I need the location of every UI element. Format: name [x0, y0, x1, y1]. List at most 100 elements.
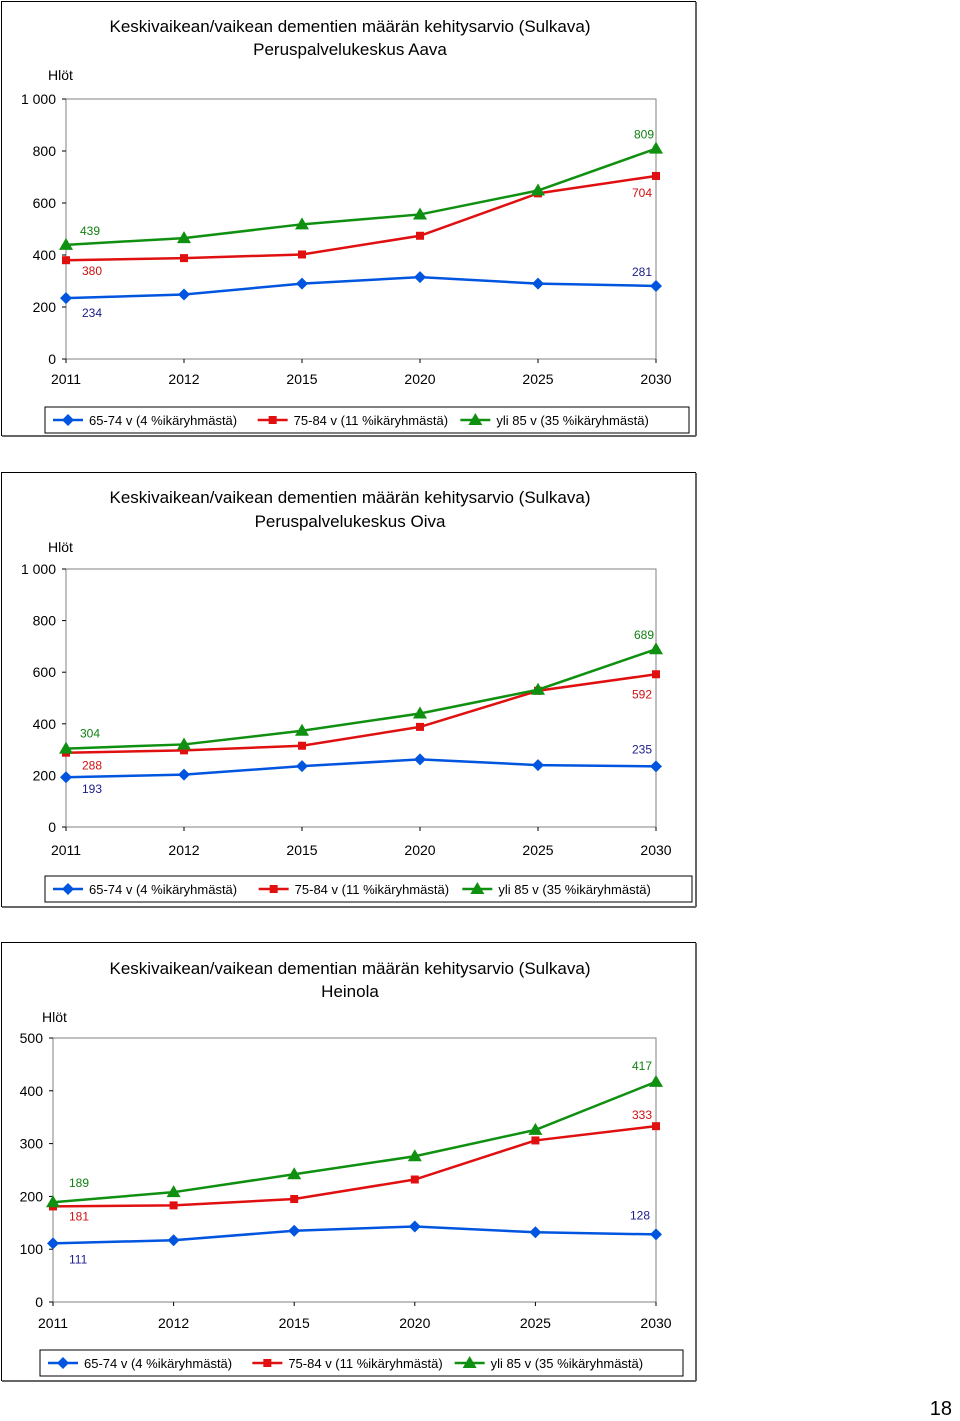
- y-tick-label: 600: [33, 664, 57, 680]
- data-point-series-1: [532, 277, 544, 290]
- data-point-series-2: [416, 231, 424, 240]
- y-tick-label: 200: [20, 1188, 44, 1204]
- y-tick-label: 1 000: [21, 91, 56, 107]
- data-point-series-2: [410, 1175, 419, 1184]
- data-point-series-1: [408, 1220, 421, 1233]
- data-label: 111: [69, 1252, 88, 1266]
- data-point-series-2: [180, 254, 188, 263]
- data-label: 288: [82, 759, 102, 773]
- data-point-series-3: [413, 706, 427, 719]
- x-tick-label: 2015: [279, 1315, 310, 1331]
- data-point-series-2: [298, 741, 306, 750]
- data-point-series-3: [295, 217, 309, 230]
- legend-box: [44, 406, 690, 434]
- legend-label: 75-84 v (11 %ikäryhmästä): [288, 1356, 442, 1371]
- plot-area: [65, 568, 657, 828]
- data-point-series-1: [532, 759, 544, 772]
- data-point-series-3: [287, 1167, 302, 1180]
- y-tick-label: 0: [48, 819, 56, 835]
- y-tick-label: 0: [35, 1294, 43, 1310]
- x-tick-label: 2012: [168, 371, 199, 387]
- series-line-3: [52, 1080, 657, 1204]
- legend-marker: [268, 416, 277, 424]
- data-point-series-3: [407, 1149, 422, 1162]
- series-line-2: [52, 1124, 657, 1208]
- chart-frame: [1, 1, 696, 436]
- data-point-series-1: [414, 753, 426, 766]
- data-point-series-3: [528, 1122, 543, 1135]
- x-tick-label: 2011: [51, 371, 81, 387]
- series-line-3: [65, 648, 657, 750]
- data-point-series-3: [531, 682, 545, 695]
- data-point-series-2: [652, 670, 660, 679]
- x-tick-label: 2025: [520, 1315, 551, 1331]
- page-number: 18: [929, 1398, 952, 1420]
- chart-frame: [1, 942, 696, 1381]
- legend-label: 75-84 v (11 %ikäryhmästä): [294, 413, 448, 428]
- series-line-1: [65, 275, 657, 300]
- y-tick-label: 200: [33, 299, 57, 315]
- x-tick-label: 2025: [522, 842, 553, 858]
- y-tick-label: 200: [33, 767, 57, 783]
- data-point-series-3: [46, 1195, 60, 1208]
- data-point-series-2: [62, 256, 70, 265]
- x-tick-label: 2020: [399, 1315, 430, 1331]
- data-label: 235: [632, 742, 652, 756]
- x-tick-label: 2030: [640, 371, 671, 387]
- x-tick-label: 2011: [51, 842, 81, 858]
- series-line-1: [52, 1225, 657, 1245]
- x-tick-label: 2011: [38, 1315, 68, 1331]
- data-point-series-3: [649, 642, 663, 655]
- legend-marker: [468, 413, 483, 425]
- chart-title-line: Peruspalvelukeskus Aava: [253, 40, 447, 59]
- y-tick-label: 500: [20, 1030, 44, 1046]
- data-label: 689: [634, 628, 654, 642]
- legend-marker: [263, 1359, 272, 1367]
- data-point-series-1: [288, 1224, 301, 1237]
- chart-title-line: Peruspalvelukeskus Oiva: [255, 512, 446, 531]
- x-tick-label: 2030: [640, 1315, 671, 1331]
- data-point-series-1: [296, 760, 308, 773]
- data-point-series-1: [178, 288, 190, 301]
- data-label: 128: [630, 1208, 650, 1222]
- y-tick-label: 800: [33, 143, 57, 159]
- chart-title-line: Keskivaikean/vaikean dementian määrän ke…: [110, 959, 591, 978]
- data-point-series-2: [531, 1136, 540, 1145]
- data-point-series-1: [650, 279, 662, 292]
- x-tick-label: 2015: [286, 842, 317, 858]
- data-point-series-3: [295, 723, 309, 736]
- legend-label: yli 85 v (35 %ikäryhmästä): [491, 1356, 643, 1371]
- data-label: 281: [632, 265, 652, 279]
- data-point-series-1: [47, 1237, 59, 1250]
- data-point-series-3: [59, 237, 73, 250]
- x-tick-label: 2030: [640, 842, 671, 858]
- y-tick-label: 100: [20, 1241, 44, 1257]
- data-point-series-2: [298, 250, 306, 259]
- legend-label: yli 85 v (35 %ikäryhmästä): [498, 882, 650, 897]
- data-point-series-2: [180, 746, 188, 755]
- legend-marker: [269, 885, 278, 893]
- y-tick-label: 800: [33, 613, 57, 629]
- chart-frame: [1, 472, 696, 907]
- y-axis-label: Hlöt: [48, 67, 73, 83]
- data-label: 333: [632, 1108, 652, 1122]
- data-point-series-2: [169, 1201, 178, 1210]
- data-point-series-1: [60, 292, 72, 305]
- x-tick-label: 2020: [404, 842, 435, 858]
- data-label: 304: [80, 727, 100, 741]
- legend-label: 75-84 v (11 %ikäryhmästä): [295, 882, 449, 897]
- legend-label: 65-74 v (4 %ikäryhmästä): [89, 882, 237, 897]
- data-label: 809: [634, 128, 654, 142]
- x-tick-label: 2020: [404, 371, 435, 387]
- data-point-series-3: [531, 183, 545, 196]
- data-point-series-1: [167, 1234, 180, 1247]
- data-label: 417: [632, 1059, 652, 1073]
- plot-area: [65, 98, 657, 360]
- data-label: 592: [632, 687, 652, 701]
- y-tick-label: 300: [20, 1136, 44, 1152]
- data-point-series-1: [296, 277, 308, 290]
- data-point-series-3: [177, 231, 191, 244]
- chart-title-line: Keskivaikean/vaikean dementien määrän ke…: [110, 488, 591, 507]
- y-axis-label: Hlöt: [42, 1009, 67, 1025]
- data-point-series-3: [649, 141, 663, 154]
